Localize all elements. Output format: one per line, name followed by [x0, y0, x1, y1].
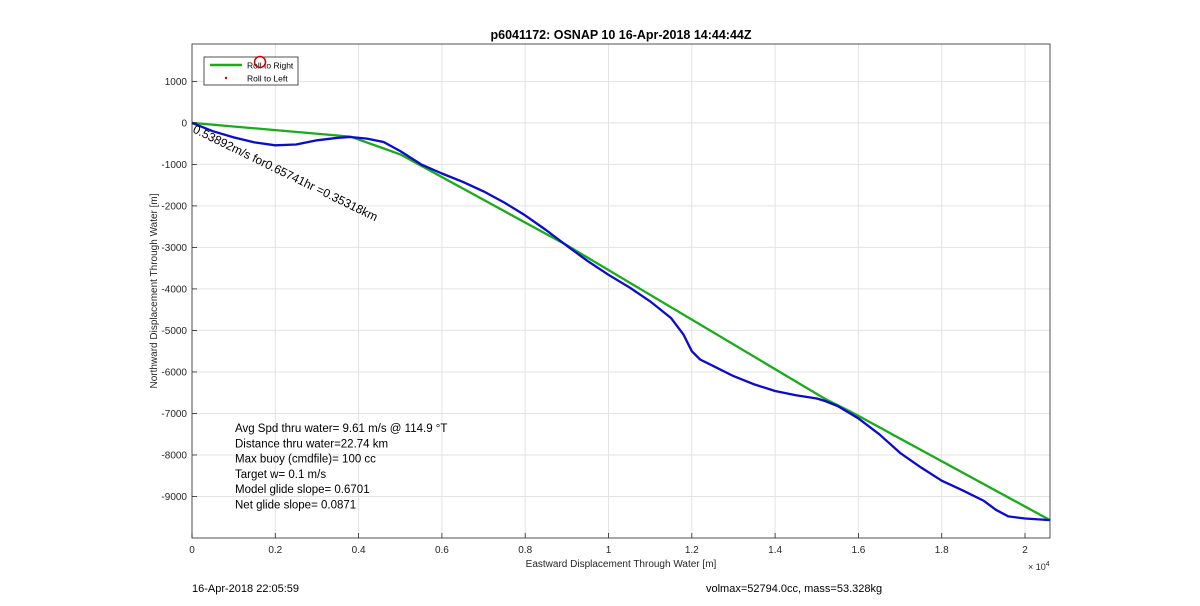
x-tick-label: 0	[189, 545, 195, 556]
footer-timestamp: 16-Apr-2018 22:05:59	[192, 583, 300, 595]
y-axis-label: Northward Displacement Through Water [m]	[149, 193, 160, 388]
legend-box	[203, 56, 299, 86]
legend-label-roll-right: Roll to Right	[247, 61, 294, 71]
y-tick-label: -5000	[161, 326, 187, 337]
x-axis-exponent: × 104	[1028, 561, 1050, 572]
legend-marker-roll-left	[224, 76, 228, 80]
y-tick-label: -1000	[161, 160, 187, 171]
x-tick-label: 1.2	[685, 545, 699, 556]
x-tick-label: 0.2	[268, 545, 282, 556]
start-marker-circle	[253, 55, 267, 69]
stats-line: Net glide slope= 0.0871	[235, 500, 356, 512]
y-tick-label: -4000	[161, 284, 187, 295]
y-tick-label: -3000	[161, 243, 187, 254]
y-tick-label: 1000	[165, 77, 188, 88]
x-tick-label: 1.8	[935, 545, 949, 556]
footer-volmax-mass: volmax=52794.0cc, mass=53.328kg	[706, 583, 883, 595]
axes-box	[191, 43, 1051, 539]
legend-label-roll-left: Roll to Left	[247, 74, 288, 84]
x-tick-label: 2	[1022, 545, 1028, 556]
x-tick-label: 0.8	[518, 545, 532, 556]
y-tick-label: -2000	[161, 201, 187, 212]
stats-line: Model glide slope= 0.6701	[235, 484, 370, 496]
y-tick-label: -8000	[161, 450, 187, 461]
x-tick-label: 0.6	[435, 545, 449, 556]
stats-line: Target w= 0.1 m/s	[235, 469, 326, 481]
chart-title: p6041172: OSNAP 10 16-Apr-2018 14:44:44Z	[490, 28, 751, 42]
x-tick-label: 1.6	[851, 545, 865, 556]
x-tick-label: 0.4	[352, 545, 366, 556]
y-tick-label: -9000	[161, 492, 187, 503]
stats-line: Avg Spd thru water= 9.61 m/s @ 114.9 °T	[235, 423, 447, 435]
plot-area	[192, 44, 1050, 538]
y-tick-label: -6000	[161, 367, 187, 378]
x-axis-label: Eastward Displacement Through Water [m]	[526, 559, 717, 570]
stats-line: Max buoy (cmdfile)= 100 cc	[235, 454, 376, 466]
x-tick-label: 1.4	[768, 545, 782, 556]
y-tick-label: -7000	[161, 409, 187, 420]
y-tick-label: 0	[181, 118, 187, 129]
series-line-track	[191, 121, 1051, 522]
stats-line: Distance thru water=22.74 km	[235, 438, 388, 450]
x-tick-label: 1	[606, 545, 612, 556]
